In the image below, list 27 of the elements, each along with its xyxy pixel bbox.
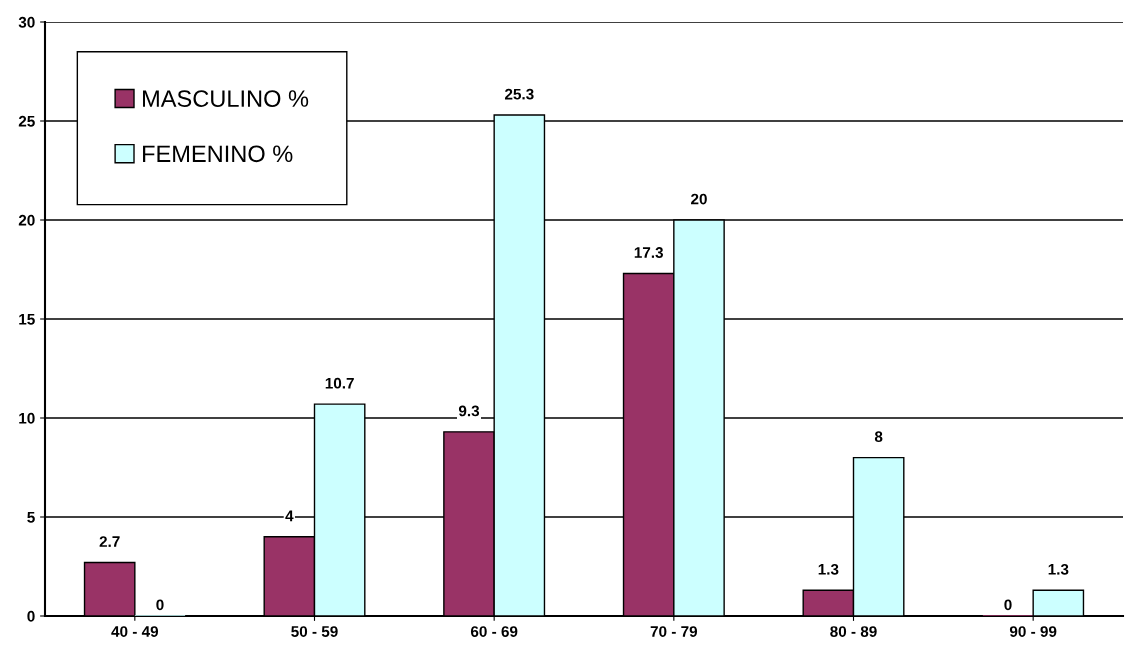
data-label: 20 — [691, 193, 707, 205]
data-label: 10.7 — [325, 377, 354, 389]
x-tick-label: 70 - 79 — [650, 626, 698, 637]
data-label: 0 — [1004, 599, 1012, 611]
data-label: 1.3 — [818, 563, 839, 575]
x-tick-label: 50 - 59 — [291, 626, 338, 637]
x-tick-label: 60 - 69 — [470, 626, 518, 637]
data-label: 0 — [156, 599, 164, 611]
y-tick-label: 20 — [18, 214, 35, 226]
y-tick-label: 5 — [27, 512, 35, 523]
x-tick-label: 80 - 89 — [830, 626, 877, 637]
y-tick-label: 30 — [18, 16, 35, 28]
x-tick-label: 40 - 49 — [111, 626, 159, 637]
x-tick-label: 90 - 99 — [1009, 626, 1057, 637]
data-label: 4 — [285, 510, 294, 522]
y-tick-label: 15 — [19, 314, 35, 325]
legend-label: FEMENINO % — [143, 145, 293, 163]
data-label: 25.3 — [504, 88, 534, 100]
data-label: 9.3 — [458, 405, 480, 417]
legend-label: MASCULINO % — [143, 90, 309, 107]
data-label: 1.3 — [1048, 563, 1069, 575]
data-label: 2.7 — [99, 536, 120, 547]
y-tick-label: 25 — [18, 115, 35, 127]
y-tick-label: 10 — [19, 412, 35, 424]
y-tick-label: 0 — [27, 610, 35, 622]
data-label: 17.3 — [634, 247, 663, 258]
data-label: 8 — [874, 431, 883, 443]
